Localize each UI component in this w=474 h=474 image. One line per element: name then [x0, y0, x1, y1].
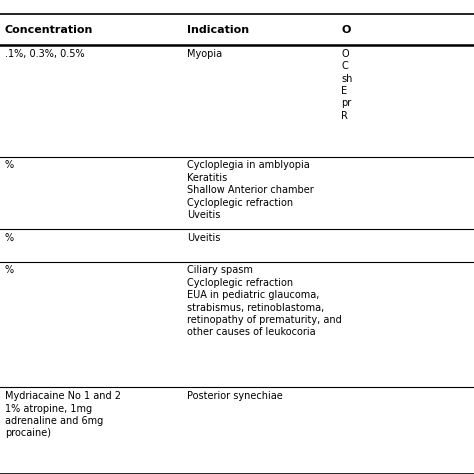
Text: Concentration: Concentration	[5, 25, 93, 35]
Text: O: O	[341, 25, 351, 35]
Text: %: %	[5, 161, 14, 171]
Text: .1%, 0.3%, 0.5%: .1%, 0.3%, 0.5%	[5, 49, 84, 59]
Text: Indication: Indication	[187, 25, 249, 35]
Text: Uveitis: Uveitis	[187, 233, 220, 243]
Text: Cycloplegia in amblyopia
Keratitis
Shallow Anterior chamber
Cycloplegic refracti: Cycloplegia in amblyopia Keratitis Shall…	[187, 161, 314, 220]
Text: Myopia: Myopia	[187, 49, 222, 59]
Text: %: %	[5, 233, 14, 243]
Text: Ciliary spasm
Cycloplegic refraction
EUA in pediatric glaucoma,
strabismus, reti: Ciliary spasm Cycloplegic refraction EUA…	[187, 265, 342, 337]
Text: Posterior synechiae: Posterior synechiae	[187, 391, 283, 401]
Text: Mydriacaine No 1 and 2
1% atropine, 1mg
adrenaline and 6mg
procaine): Mydriacaine No 1 and 2 1% atropine, 1mg …	[5, 391, 121, 438]
Text: O
C
sh
E
pr
R: O C sh E pr R	[341, 49, 353, 121]
Text: %: %	[5, 265, 14, 275]
